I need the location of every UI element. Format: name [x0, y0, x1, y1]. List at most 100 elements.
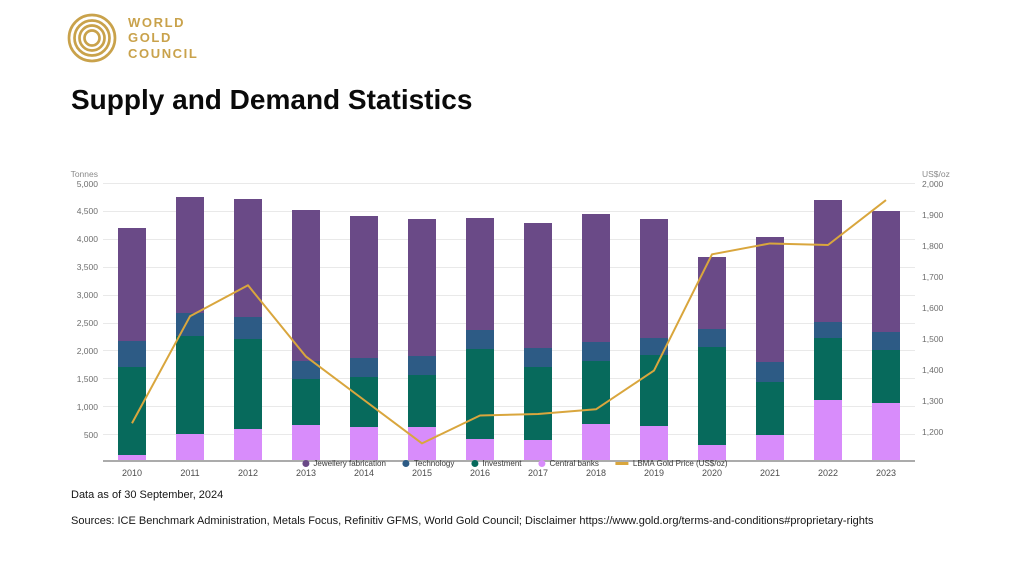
x-axis-labels: 2010 2011 2012 2013 2014 2015 2016 2017 2018 2019…	[103, 468, 915, 480]
segment-jewellery-fabrication-2022[interactable]	[814, 200, 842, 322]
right-axis-unit-label: US$/oz	[922, 169, 950, 179]
segment-technology-2022[interactable]	[814, 321, 842, 339]
segment-technology-2013[interactable]	[292, 360, 320, 379]
bar-2021[interactable]	[756, 237, 784, 460]
bar-2018[interactable]	[582, 213, 610, 460]
chart-legend: Jewellery fabrication Technology Investmen…	[302, 459, 728, 468]
bar-2020[interactable]	[698, 257, 726, 460]
segment-central-banks-2013[interactable]	[292, 425, 320, 460]
bar-2010[interactable]	[118, 228, 146, 460]
legend-item-central-banks[interactable]: Central banks	[538, 459, 599, 468]
segment-central-banks-2023[interactable]	[872, 402, 900, 460]
x-axis-label-2012: 2012	[237, 468, 259, 478]
left-axis-tick-label: 500	[83, 429, 98, 440]
legend-item-jewellery-fabrication[interactable]: Jewellery fabrication	[302, 459, 386, 468]
segment-jewellery-fabrication-2015[interactable]	[408, 218, 436, 357]
segment-investment-2012[interactable]	[234, 339, 262, 430]
left-axis-tick-label: 2,000	[76, 345, 98, 356]
legend-item-lbma-gold-price-us-oz[interactable]: LBMA Gold Price (US$/oz)	[615, 459, 728, 468]
segment-investment-2015[interactable]	[408, 374, 436, 428]
segment-central-banks-2015[interactable]	[408, 427, 436, 460]
bar-2019[interactable]	[640, 218, 668, 460]
x-axis-label-2020: 2020	[701, 468, 723, 478]
bar-2017[interactable]	[524, 222, 552, 460]
segment-central-banks-2019[interactable]	[640, 426, 668, 460]
segment-jewellery-fabrication-2021[interactable]	[756, 237, 784, 363]
bar-2022[interactable]	[814, 200, 842, 460]
segment-investment-2017[interactable]	[524, 367, 552, 441]
segment-investment-2020[interactable]	[698, 347, 726, 446]
segment-investment-2016[interactable]	[466, 348, 494, 440]
segment-central-banks-2021[interactable]	[756, 435, 784, 460]
segment-jewellery-fabrication-2017[interactable]	[524, 222, 552, 349]
segment-technology-2018[interactable]	[582, 342, 610, 361]
gridline	[103, 238, 915, 240]
supply-demand-chart: Tonnes US$/oz 5,000 4,500 4,000 3,500 3,000 2…	[70, 167, 960, 487]
segment-technology-2010[interactable]	[118, 341, 146, 367]
segment-central-banks-2014[interactable]	[350, 426, 378, 460]
x-axis-label-2015: 2015	[411, 468, 433, 478]
x-axis-label-2019: 2019	[643, 468, 665, 478]
left-axis-unit-label: Tonnes	[70, 169, 98, 179]
x-axis-label-2021: 2021	[759, 468, 781, 478]
segment-central-banks-2020[interactable]	[698, 445, 726, 460]
segment-technology-2011[interactable]	[176, 312, 204, 337]
gridline	[103, 210, 915, 212]
segment-investment-2013[interactable]	[292, 378, 320, 426]
segment-investment-2022[interactable]	[814, 338, 842, 400]
bar-2015[interactable]	[408, 218, 436, 460]
x-axis-label-2013: 2013	[295, 468, 317, 478]
bar-2013[interactable]	[292, 209, 320, 460]
segment-central-banks-2022[interactable]	[814, 399, 842, 460]
segment-investment-2014[interactable]	[350, 377, 378, 427]
legend-label: Central banks	[549, 459, 599, 468]
segment-jewellery-fabrication-2018[interactable]	[582, 213, 610, 343]
segment-technology-2015[interactable]	[408, 356, 436, 375]
segment-jewellery-fabrication-2014[interactable]	[350, 215, 378, 359]
segment-investment-2021[interactable]	[756, 381, 784, 436]
segment-investment-2019[interactable]	[640, 355, 668, 427]
bar-2016[interactable]	[466, 218, 494, 460]
segment-investment-2011[interactable]	[176, 336, 204, 435]
segment-technology-2016[interactable]	[466, 330, 494, 349]
segment-technology-2020[interactable]	[698, 329, 726, 348]
right-axis-tick-label: 1,800	[922, 240, 944, 251]
segment-technology-2019[interactable]	[640, 338, 668, 356]
segment-investment-2010[interactable]	[118, 366, 146, 455]
gridline	[103, 350, 915, 352]
segment-central-banks-2017[interactable]	[524, 440, 552, 460]
segment-investment-2023[interactable]	[872, 350, 900, 403]
bar-2012[interactable]	[234, 198, 262, 460]
segment-technology-2012[interactable]	[234, 317, 262, 340]
segment-central-banks-2010[interactable]	[118, 454, 146, 460]
segment-jewellery-fabrication-2010[interactable]	[118, 228, 146, 342]
segment-investment-2018[interactable]	[582, 360, 610, 425]
segment-central-banks-2011[interactable]	[176, 434, 204, 460]
segment-technology-2021[interactable]	[756, 362, 784, 382]
segment-jewellery-fabrication-2019[interactable]	[640, 218, 668, 339]
bar-2011[interactable]	[176, 196, 204, 460]
segment-technology-2014[interactable]	[350, 358, 378, 378]
legend-item-technology[interactable]: Technology	[402, 459, 454, 468]
segment-technology-2023[interactable]	[872, 332, 900, 351]
right-axis-tick-label: 1,500	[922, 333, 944, 344]
segment-technology-2017[interactable]	[524, 348, 552, 368]
footnote-data-as-of: Data as of 30 September, 2024	[71, 489, 224, 501]
right-axis-tick-label: 1,200	[922, 426, 944, 437]
bar-2023[interactable]	[872, 211, 900, 460]
left-axis-tick-label: 1,500	[76, 373, 98, 384]
segment-jewellery-fabrication-2013[interactable]	[292, 209, 320, 361]
segment-jewellery-fabrication-2011[interactable]	[176, 196, 204, 313]
segment-jewellery-fabrication-2012[interactable]	[234, 198, 262, 318]
gridline	[103, 294, 915, 296]
gridline	[103, 322, 915, 324]
bar-2014[interactable]	[350, 215, 378, 460]
segment-central-banks-2018[interactable]	[582, 424, 610, 460]
segment-jewellery-fabrication-2016[interactable]	[466, 218, 494, 331]
segment-jewellery-fabrication-2023[interactable]	[872, 211, 900, 333]
left-axis-tick-label: 1,000	[76, 401, 98, 412]
segment-central-banks-2012[interactable]	[234, 429, 262, 460]
legend-item-investment[interactable]: Investment	[471, 459, 522, 468]
segment-jewellery-fabrication-2020[interactable]	[698, 257, 726, 330]
segment-central-banks-2016[interactable]	[466, 439, 494, 460]
